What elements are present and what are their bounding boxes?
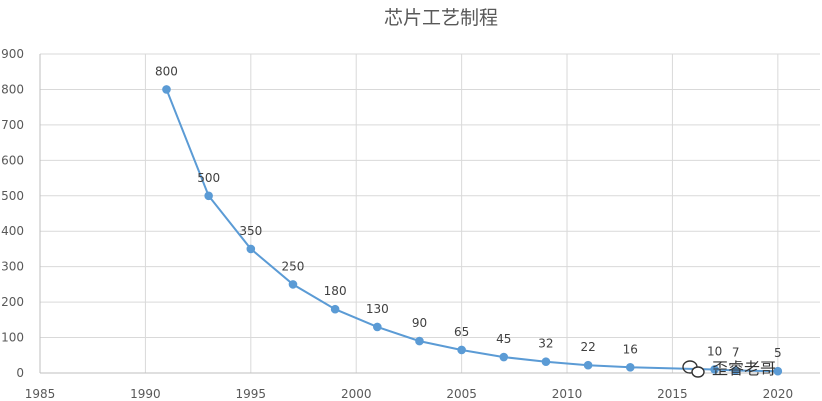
data-label: 5 bbox=[774, 346, 782, 360]
y-tick-label: 800 bbox=[1, 82, 24, 96]
x-tick-label: 2005 bbox=[446, 387, 477, 401]
data-point bbox=[499, 352, 509, 362]
data-label: 10 bbox=[707, 344, 722, 358]
y-tick-label: 200 bbox=[1, 295, 24, 309]
grid-lines bbox=[40, 53, 820, 373]
data-label: 90 bbox=[412, 316, 427, 330]
data-point bbox=[330, 304, 340, 314]
data-point bbox=[625, 363, 635, 372]
y-tick-label: 700 bbox=[1, 118, 24, 132]
data-label: 250 bbox=[282, 259, 305, 273]
data-point bbox=[246, 244, 256, 254]
y-tick-label: 500 bbox=[1, 189, 24, 203]
y-axis-ticks: 0 100 200 300 400 500 600 700 800 900 bbox=[1, 47, 24, 380]
data-label: 65 bbox=[454, 325, 469, 339]
data-point bbox=[457, 345, 466, 355]
y-tick-label: 100 bbox=[1, 331, 24, 345]
data-point bbox=[162, 85, 171, 94]
y-tick-label: 0 bbox=[16, 366, 24, 380]
x-tick-label: 2000 bbox=[341, 387, 372, 401]
data-point bbox=[710, 365, 719, 374]
data-labels: 800 500 350 250 180 130 90 65 45 32 22 16 10 7 5 bbox=[155, 64, 782, 360]
x-tick-label: 1990 bbox=[130, 387, 161, 401]
data-point bbox=[372, 322, 382, 332]
data-point bbox=[731, 366, 740, 375]
data-point bbox=[415, 336, 424, 346]
data-label: 7 bbox=[732, 346, 740, 360]
y-tick-label: 900 bbox=[1, 47, 24, 61]
data-point bbox=[583, 360, 593, 370]
data-label: 16 bbox=[623, 342, 638, 356]
data-label: 350 bbox=[239, 224, 262, 238]
x-tick-label: 2010 bbox=[552, 387, 583, 401]
x-tick-label: 2015 bbox=[657, 387, 688, 401]
chart-title: 芯片工艺制程 bbox=[384, 7, 498, 29]
data-label: 500 bbox=[197, 171, 220, 185]
watermark: 歪睿老哥 bbox=[682, 359, 776, 378]
data-points bbox=[162, 85, 783, 376]
y-tick-label: 300 bbox=[1, 260, 24, 274]
data-label: 22 bbox=[580, 340, 595, 354]
data-label: 45 bbox=[496, 332, 511, 346]
data-point bbox=[541, 357, 551, 366]
data-point bbox=[204, 191, 213, 201]
data-point bbox=[288, 280, 298, 289]
watermark-text: 歪睿老哥 bbox=[712, 359, 776, 378]
data-label: 180 bbox=[324, 284, 347, 298]
y-tick-label: 600 bbox=[1, 153, 24, 167]
wechat-icon bbox=[682, 360, 705, 378]
data-point bbox=[773, 366, 783, 376]
data-label: 130 bbox=[366, 302, 389, 316]
data-label: 32 bbox=[538, 337, 553, 351]
x-tick-label: 1985 bbox=[25, 387, 56, 401]
x-tick-label: 1995 bbox=[236, 387, 267, 401]
x-axis-ticks: 1985 1990 1995 2000 2005 2010 2015 2020 bbox=[25, 387, 793, 401]
y-tick-label: 400 bbox=[1, 224, 24, 238]
axes bbox=[39, 54, 820, 374]
x-tick-label: 2020 bbox=[763, 387, 794, 401]
data-label: 800 bbox=[155, 64, 178, 78]
